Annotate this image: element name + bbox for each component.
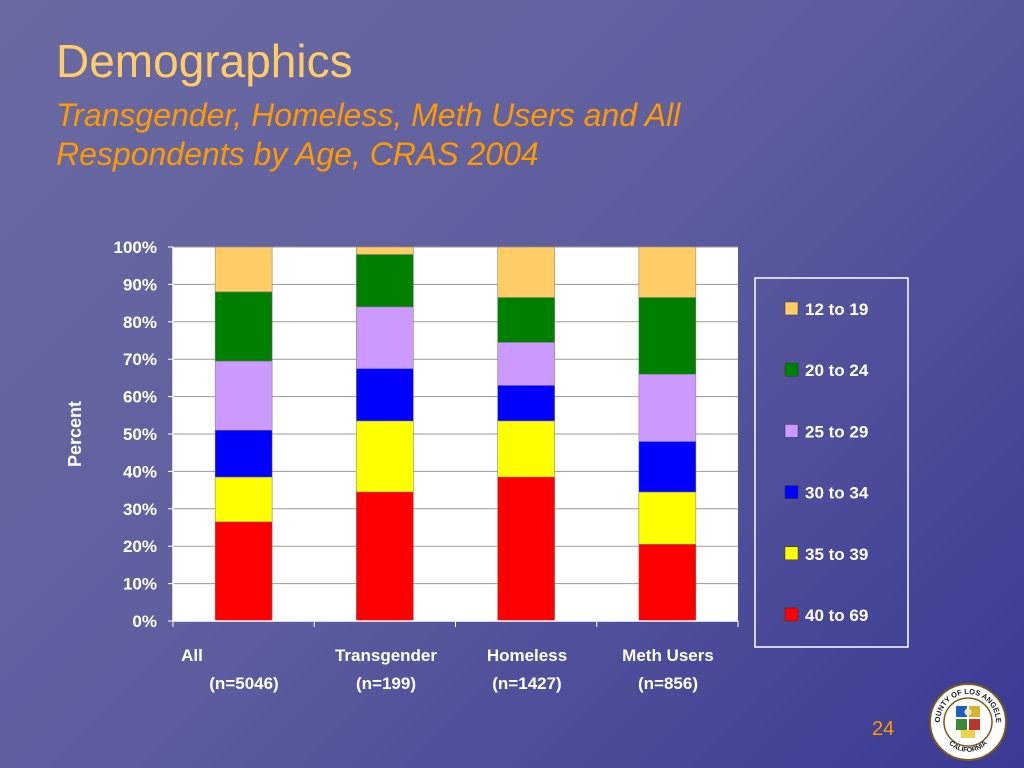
legend-swatch: [784, 301, 799, 316]
y-tick-label: 90%: [123, 275, 157, 294]
bar-segment-20-to-24: [214, 291, 273, 362]
x-category-label: All: [181, 646, 203, 665]
slide-title: Demographics: [56, 35, 353, 87]
x-category-label: Meth Users: [622, 646, 714, 665]
legend-label: 30 to 34: [805, 484, 869, 503]
y-tick-label: 50%: [123, 425, 157, 444]
y-axis-title: Percent: [65, 401, 85, 467]
legend-label: 20 to 24: [805, 361, 869, 380]
bar-segment-40-to-69: [356, 491, 414, 622]
bar-segment-12-to-19: [214, 246, 273, 293]
bar-segment-12-to-19: [638, 246, 697, 298]
y-tick-label: 80%: [123, 313, 157, 332]
legend-box: [754, 277, 909, 648]
bar-segment-12-to-19: [356, 246, 414, 255]
legend-label: 25 to 29: [805, 422, 868, 441]
bar-segment-20-to-24: [497, 297, 555, 343]
bar-segment-20-to-24: [638, 297, 697, 375]
x-category-count: (n=856): [638, 674, 698, 693]
bar-segment-40-to-69: [214, 521, 273, 622]
legend-swatch: [784, 607, 799, 622]
y-tick-label: 60%: [123, 388, 157, 407]
y-tick-label: 10%: [123, 575, 157, 594]
slide-subtitle: Transgender, Homeless, Meth Users and Al…: [56, 97, 681, 172]
y-tick-label: 100%: [114, 238, 157, 257]
y-tick-label: 30%: [123, 500, 157, 519]
bar-segment-25-to-29: [356, 306, 414, 369]
x-category-count: (n=199): [356, 674, 416, 693]
legend-swatch: [784, 362, 799, 377]
bar-segment-30-to-34: [497, 385, 555, 422]
bar-segment-25-to-29: [497, 342, 555, 386]
bar-segment-12-to-19: [497, 246, 555, 298]
legend-label: 35 to 39: [805, 545, 868, 564]
bar-segment-35-to-39: [497, 420, 555, 478]
y-tick-label: 0%: [132, 612, 157, 631]
x-category-count: (n=1427): [492, 674, 561, 693]
legend-swatch: [784, 485, 799, 499]
bar-segment-35-to-39: [356, 420, 414, 493]
page-number: 24: [872, 718, 895, 740]
bar-segment-25-to-29: [638, 373, 697, 442]
legend-swatch: [784, 546, 799, 561]
bar-segment-30-to-34: [356, 368, 414, 422]
county-seal-logo: COUNTY OF LOS ANGELES CALIFORNIA: [928, 682, 1007, 761]
x-category-count: (n=5046): [209, 674, 278, 693]
bar-segment-30-to-34: [214, 430, 273, 478]
legend-label: 12 to 19: [805, 300, 868, 319]
bar-segment-35-to-39: [214, 476, 273, 523]
bar-segment-35-to-39: [638, 491, 697, 545]
bar-segment-20-to-24: [356, 254, 414, 308]
x-category-label: Transgender: [335, 646, 437, 665]
y-tick-label: 40%: [123, 462, 157, 481]
bar-segment-25-to-29: [214, 360, 273, 431]
x-category-label: Homeless: [487, 646, 567, 665]
bar-segment-40-to-69: [638, 544, 697, 622]
y-tick-label: 20%: [123, 537, 157, 556]
legend-label: 40 to 69: [805, 606, 868, 625]
legend-swatch: [784, 424, 799, 438]
y-tick-label: 70%: [123, 350, 157, 369]
bar-segment-40-to-69: [497, 476, 555, 622]
bar-segment-30-to-34: [638, 441, 697, 493]
